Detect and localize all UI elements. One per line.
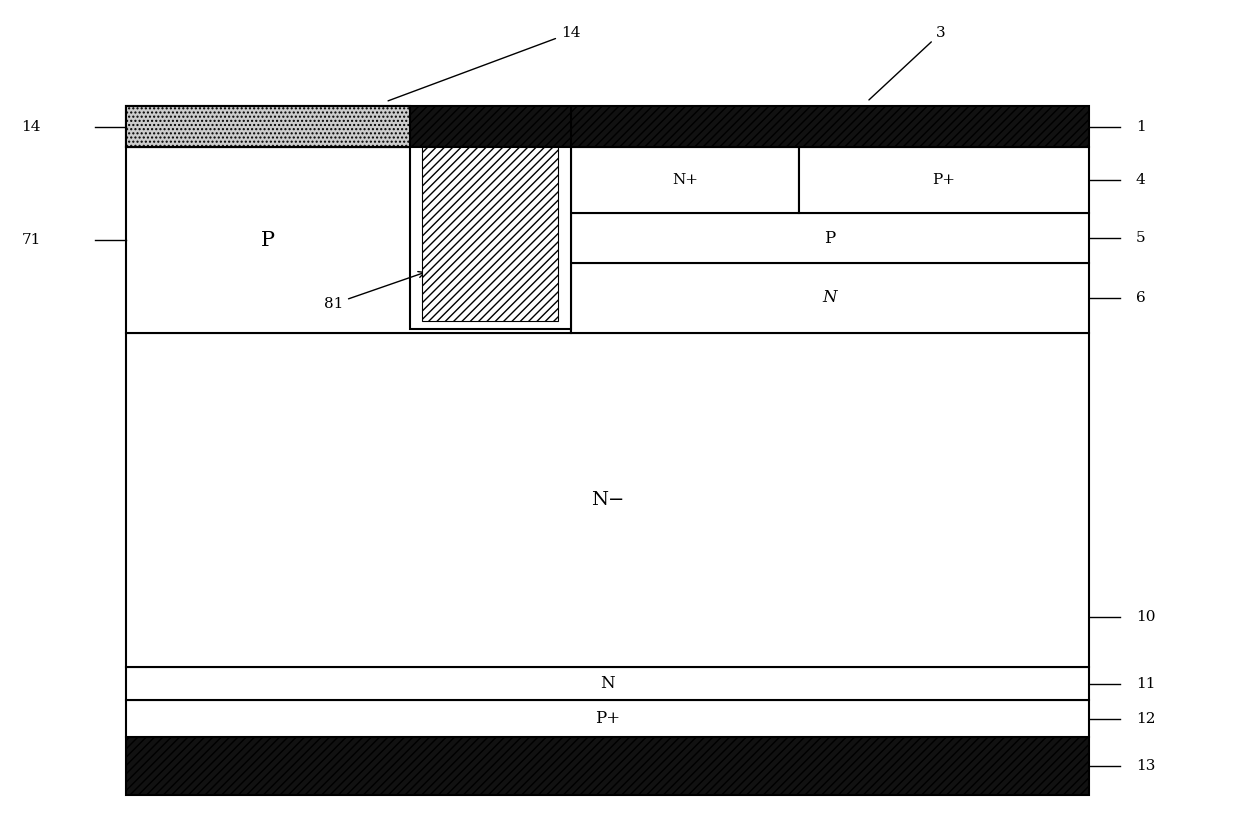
Text: P: P: [825, 229, 836, 247]
Bar: [410, 147, 570, 329]
Text: N−: N−: [591, 491, 625, 509]
Text: P+: P+: [595, 711, 620, 727]
Bar: [126, 106, 410, 147]
Text: 13: 13: [1136, 760, 1156, 774]
Text: N+: N+: [672, 173, 698, 187]
Text: 4: 4: [1136, 173, 1146, 187]
Bar: [570, 214, 1089, 263]
Text: 6: 6: [1136, 291, 1146, 305]
Bar: [126, 667, 1089, 701]
Bar: [126, 701, 1089, 737]
Text: 14: 14: [21, 120, 41, 134]
Text: N: N: [600, 676, 615, 692]
Text: 5: 5: [1136, 231, 1146, 245]
Text: P: P: [262, 230, 275, 249]
Bar: [799, 147, 1089, 214]
Text: 1: 1: [1136, 120, 1146, 134]
Text: 11: 11: [1136, 676, 1156, 691]
Text: 10: 10: [1136, 610, 1156, 624]
Bar: [126, 737, 1089, 795]
Bar: [570, 263, 1089, 333]
Text: 3: 3: [869, 26, 946, 100]
Text: 71: 71: [21, 233, 41, 247]
Text: 12: 12: [1136, 712, 1156, 725]
Bar: [570, 147, 799, 214]
Bar: [126, 333, 1089, 667]
Text: N: N: [822, 289, 837, 307]
Bar: [423, 147, 558, 321]
Text: 14: 14: [388, 26, 580, 101]
Text: 81: 81: [324, 272, 424, 311]
Text: P+: P+: [932, 173, 956, 187]
Bar: [126, 147, 570, 333]
Bar: [126, 106, 1089, 147]
